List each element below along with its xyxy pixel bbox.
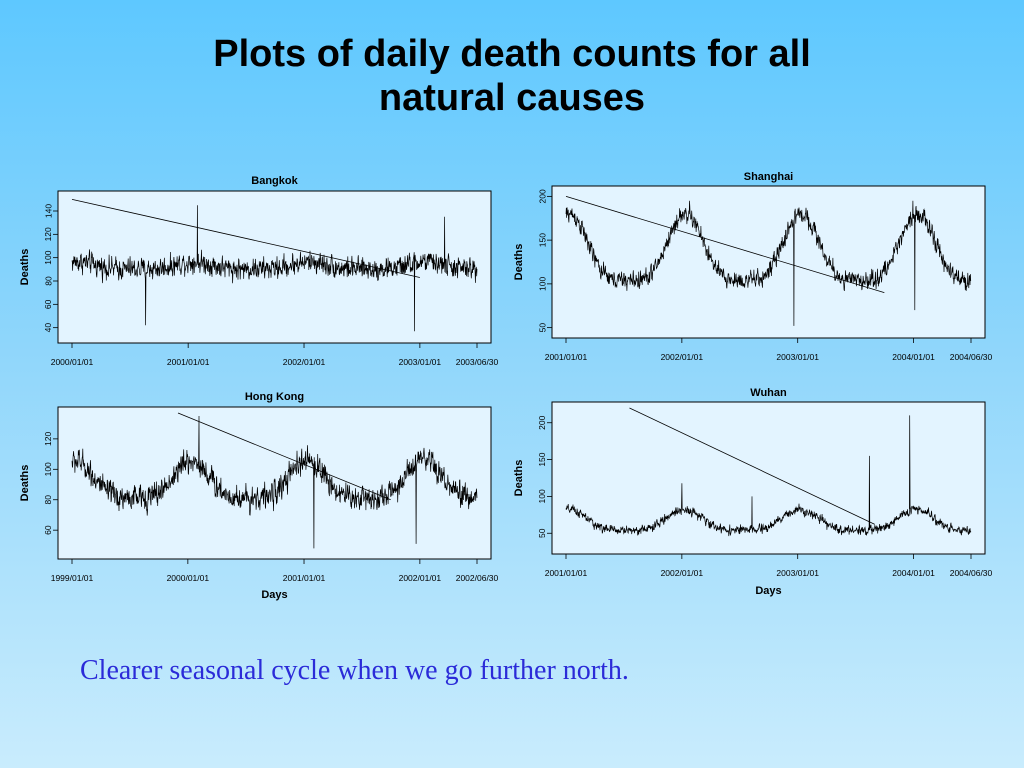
shanghai-chart: Shanghai 50 100 150 200 Deaths 2001/01/01 2002/…: [513, 171, 993, 362]
overlay-line: [71, 198, 420, 278]
y-tick-label: 200: [537, 415, 547, 429]
y-tick-label: 40: [43, 323, 53, 333]
y-tick-label: 50: [537, 528, 547, 538]
plot-title: Shanghai: [744, 171, 794, 183]
plot-frame: [57, 406, 492, 560]
x-tick-label: 2004/01/01: [892, 352, 935, 362]
y-tick-label: 100: [43, 462, 53, 476]
series-line: [71, 205, 478, 332]
series-line: [565, 415, 972, 537]
y-tick-label: 60: [43, 525, 53, 535]
y-axis-label: Deaths: [19, 465, 31, 502]
bangkok-chart: Bangkok 40 60 80 100 120 140 Deaths 2000/01/01 20…: [19, 175, 499, 367]
y-tick-label: 120: [43, 227, 53, 241]
y-tick-label: 80: [43, 276, 53, 286]
x-tick-label: 2000/01/01: [167, 573, 210, 583]
overlay-line: [177, 412, 391, 501]
series-line: [71, 415, 478, 549]
x-tick-label: 2002/06/30: [456, 573, 499, 583]
plot-title: Wuhan: [750, 387, 787, 399]
series-line: [565, 200, 972, 326]
y-axis-label: Deaths: [19, 249, 31, 286]
y-tick-label: 150: [537, 233, 547, 247]
y-tick-label: 140: [43, 204, 53, 218]
y-tick-label: 200: [537, 189, 547, 203]
y-tick-label: 150: [537, 452, 547, 466]
x-tick-label: 2003/06/30: [456, 357, 499, 367]
y-tick-label: 80: [43, 495, 53, 505]
x-tick-label: 2001/01/01: [167, 357, 210, 367]
x-tick-label: 2001/01/01: [545, 568, 588, 578]
x-tick-label: 2002/01/01: [661, 568, 704, 578]
x-tick-label: 2003/01/01: [399, 357, 442, 367]
x-tick-label: 2000/01/01: [51, 357, 94, 367]
x-tick-label: 2003/01/01: [776, 568, 819, 578]
plot-frame: [551, 185, 986, 339]
x-axis-label: Days: [755, 585, 781, 597]
y-tick-label: 100: [537, 489, 547, 503]
x-tick-label: 2002/01/01: [661, 352, 704, 362]
x-tick-label: 2003/01/01: [776, 352, 819, 362]
y-tick-label: 60: [43, 299, 53, 309]
overlay-line: [629, 407, 875, 525]
plot-title: Hong Kong: [245, 391, 304, 403]
slide-title-line-1: Plots of daily death counts for all: [213, 33, 811, 75]
plot-title: Bangkok: [251, 175, 298, 187]
y-tick-label: 50: [537, 323, 547, 333]
x-tick-label: 2001/01/01: [283, 573, 326, 583]
x-tick-label: 2001/01/01: [545, 352, 588, 362]
slide-title: Plots of daily death counts for all natu…: [0, 32, 1024, 120]
wuhan-chart: Wuhan 50 100 150 200 Deaths 2001/01/01 2002/01/…: [513, 387, 993, 597]
slide-caption: Clearer seasonal cycle when we go furthe…: [80, 655, 629, 686]
y-axis-label: Deaths: [513, 460, 525, 497]
x-axis-label: Days: [261, 589, 287, 601]
x-tick-label: 2004/06/30: [950, 568, 993, 578]
x-tick-label: 2002/01/01: [399, 573, 442, 583]
x-tick-label: 2004/01/01: [892, 568, 935, 578]
y-tick-label: 100: [43, 250, 53, 264]
slide-title-line-2: natural causes: [378, 77, 646, 119]
y-tick-label: 120: [43, 432, 53, 446]
overlay-line: [565, 195, 885, 294]
x-tick-label: 2002/01/01: [283, 357, 326, 367]
x-tick-label: 1999/01/01: [51, 573, 94, 583]
hong-kong-chart: Hong Kong 60 80 100 120 Deaths 1999/01/01 2000/…: [19, 391, 499, 601]
y-axis-label: Deaths: [513, 244, 525, 281]
y-tick-label: 100: [537, 277, 547, 291]
x-tick-label: 2004/06/30: [950, 352, 993, 362]
